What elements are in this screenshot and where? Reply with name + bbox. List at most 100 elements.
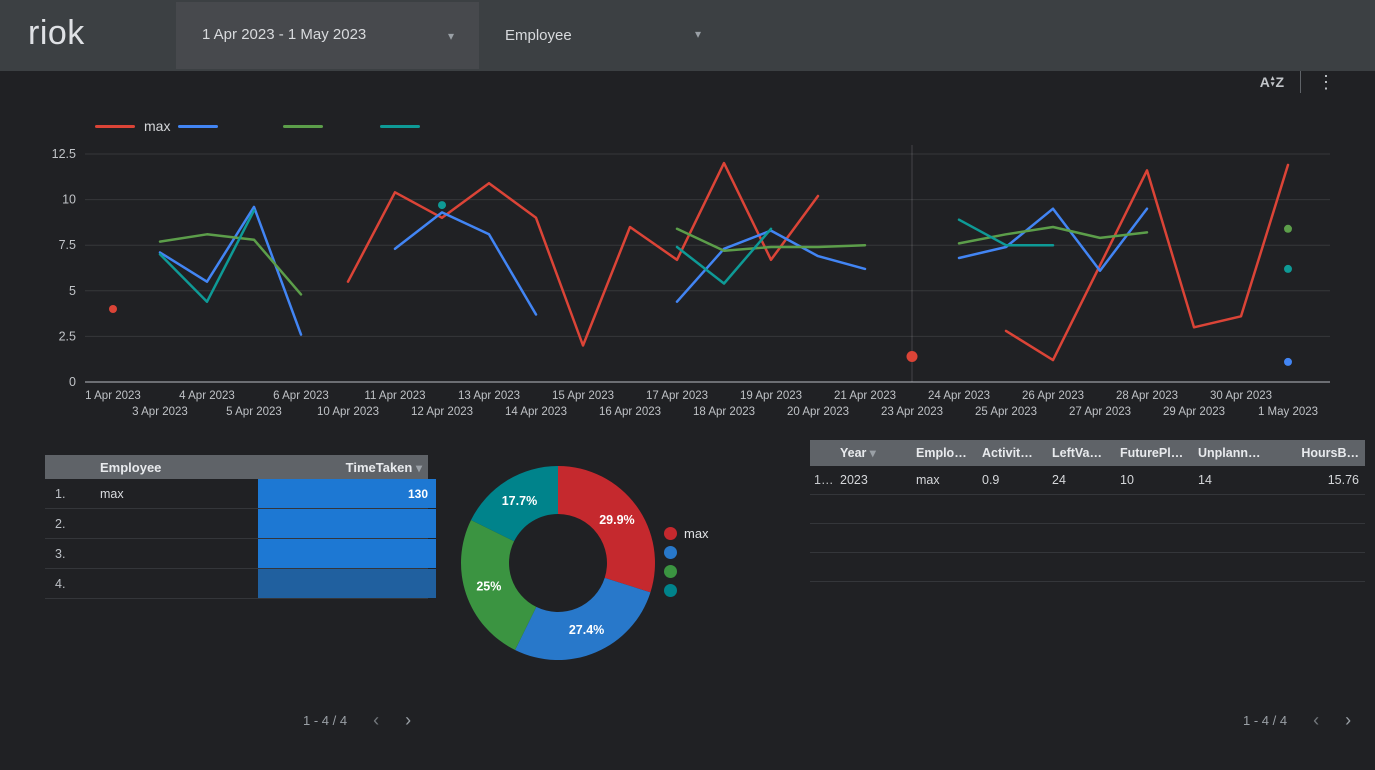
toolbar-divider xyxy=(1300,71,1301,93)
legend-dot-icon xyxy=(664,584,677,597)
timetaken-bar xyxy=(258,509,436,538)
x-axis-tick: 18 Apr 2023 xyxy=(693,406,755,418)
column-header-3[interactable]: Activit… xyxy=(982,446,1033,460)
column-header-1[interactable]: Year ▾ xyxy=(840,446,876,460)
details-table: Year ▾ Emplo… Activit… LeftVa… FuturePl… Unpl… xyxy=(810,440,1365,582)
x-axis-tick: 6 Apr 2023 xyxy=(273,390,329,402)
row-number: 1… xyxy=(814,473,834,487)
x-axis-tick: 29 Apr 2023 xyxy=(1163,406,1225,418)
legend-swatch xyxy=(380,124,420,128)
line-series xyxy=(675,227,867,252)
table-row[interactable] xyxy=(810,553,1365,582)
x-axis-tick: 20 Apr 2023 xyxy=(787,406,849,418)
dimension-filter-control[interactable]: Employee ▾ xyxy=(505,0,715,71)
legend-item xyxy=(380,118,420,134)
row-number: 3. xyxy=(55,546,66,561)
x-axis-tick: 1 Apr 2023 xyxy=(85,390,141,402)
line-series xyxy=(393,211,538,316)
line-series xyxy=(158,233,303,296)
x-axis-tick: 27 Apr 2023 xyxy=(1069,406,1131,418)
y-axis-tick: 12.5 xyxy=(52,147,76,161)
more-options-icon[interactable]: ⋮ xyxy=(1317,71,1335,92)
next-page-icon[interactable]: › xyxy=(1345,710,1352,730)
page-range-label: 1 - 4 / 4 xyxy=(303,713,348,728)
column-header-7[interactable]: HoursB… xyxy=(1301,446,1359,460)
y-axis-tick: 0 xyxy=(69,375,76,389)
sort-letter-a: A xyxy=(1259,74,1270,90)
x-axis-tick: 4 Apr 2023 xyxy=(179,390,235,402)
legend-swatch xyxy=(95,124,135,128)
x-axis-tick: 11 Apr 2023 xyxy=(364,390,425,402)
donut-slice xyxy=(461,520,537,650)
line-chart-legend: max xyxy=(0,118,1375,134)
table-cell: 2023 xyxy=(840,473,868,487)
column-header-2[interactable]: Emplo… xyxy=(916,446,967,460)
x-axis-tick: 19 Apr 2023 xyxy=(740,390,802,402)
x-axis-tick: 5 Apr 2023 xyxy=(226,406,282,418)
legend-dot-icon xyxy=(664,527,677,540)
column-header-timetaken[interactable]: TimeTaken ▾ xyxy=(345,459,422,475)
date-range-control[interactable]: 1 Apr 2023 - 1 May 2023 ▾ xyxy=(176,2,479,69)
column-header-6[interactable]: Unplann… xyxy=(1198,446,1261,460)
x-axis-tick: 12 Apr 2023 xyxy=(411,406,473,418)
timetaken-bar: 130 xyxy=(258,479,436,508)
pagination-right: 1 - 4 / 4 ‹ › xyxy=(1243,710,1351,731)
x-axis-tick: 1 May 2023 xyxy=(1258,406,1318,418)
table-row[interactable]: 2. xyxy=(45,509,436,539)
table-row[interactable]: 1… 2023 max 0.9 24 10 14 15.76 xyxy=(810,466,1365,495)
x-axis-tick: 30 Apr 2023 xyxy=(1210,390,1272,402)
x-axis-tick: 14 Apr 2023 xyxy=(505,406,567,418)
app-logo: riok xyxy=(28,14,85,52)
column-header-5[interactable]: FuturePl… xyxy=(1120,446,1184,460)
donut-slice xyxy=(515,577,651,660)
timetaken-donut-chart[interactable]: 29.9% 27.4% 25% 17.7% xyxy=(453,458,663,668)
column-header-4[interactable]: LeftVa… xyxy=(1052,446,1103,460)
legend-swatch xyxy=(283,124,323,128)
timetaken-table-header: Employee TimeTaken ▾ xyxy=(45,455,428,479)
x-axis-tick: 28 Apr 2023 xyxy=(1116,390,1178,402)
employee-cell: max xyxy=(100,486,124,501)
table-row[interactable]: 3. xyxy=(45,539,436,569)
chevron-down-icon: ▾ xyxy=(695,27,702,41)
x-axis-tick: 25 Apr 2023 xyxy=(975,406,1037,418)
data-point xyxy=(438,201,446,210)
table-row[interactable] xyxy=(810,524,1365,553)
table-row[interactable] xyxy=(810,495,1365,524)
pagination-left: 1 - 4 / 4 ‹ › xyxy=(303,710,411,731)
line-series xyxy=(675,227,773,285)
prev-page-icon[interactable]: ‹ xyxy=(373,710,380,730)
donut-legend-item xyxy=(664,562,709,581)
table-cell: 10 xyxy=(1120,473,1134,487)
prev-page-icon[interactable]: ‹ xyxy=(1313,710,1320,730)
data-point xyxy=(1284,264,1292,273)
row-number: 2. xyxy=(55,516,66,531)
donut-legend: max xyxy=(664,524,709,600)
legend-label: max xyxy=(684,526,709,541)
line-series xyxy=(957,218,1055,247)
y-axis-tick: 5 xyxy=(69,284,76,298)
next-page-icon[interactable]: › xyxy=(405,710,412,730)
line-series xyxy=(346,161,820,347)
date-range-value: 1 Apr 2023 - 1 May 2023 xyxy=(202,26,367,43)
line-series xyxy=(1004,163,1290,362)
donut-slice-label: 27.4% xyxy=(569,623,604,637)
x-axis-tick: 10 Apr 2023 xyxy=(317,406,379,418)
x-axis-tick: 17 Apr 2023 xyxy=(646,390,708,402)
donut-legend-item xyxy=(664,543,709,562)
sort-caret-icon: ▾ xyxy=(415,460,422,475)
time-series-chart[interactable]: 0 2.5 5 7.5 10 12.5 1 Apr 2023 3 Apr 2023 4 Apr … xyxy=(0,137,1375,427)
dimension-filter-value: Employee xyxy=(505,27,572,44)
table-cell: max xyxy=(916,473,940,487)
table-row[interactable]: 1. max 130 xyxy=(45,479,436,509)
y-axis-tick: 2.5 xyxy=(59,329,76,343)
donut-slice-label: 25% xyxy=(476,579,501,593)
x-axis-tick: 23 Apr 2023 xyxy=(881,406,943,418)
app-header: riok 1 Apr 2023 - 1 May 2023 ▾ Employee … xyxy=(0,0,1375,71)
chevron-down-icon: ▾ xyxy=(447,29,454,43)
column-header-employee[interactable]: Employee xyxy=(100,459,162,475)
table-row[interactable]: 4. xyxy=(45,569,436,599)
sort-az-icon[interactable]: A ▴ ▾ Z xyxy=(1260,74,1284,90)
line-series xyxy=(158,205,303,336)
donut-slice xyxy=(558,466,655,593)
page-range-label: 1 - 4 / 4 xyxy=(1243,713,1288,728)
